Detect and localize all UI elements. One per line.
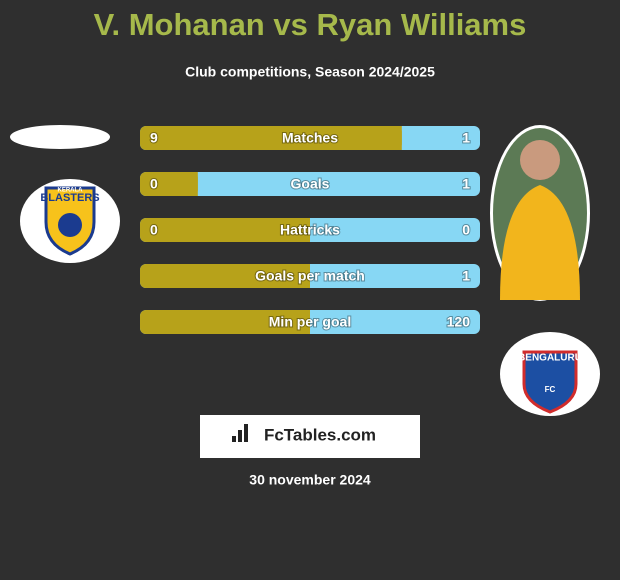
crest-text: BLASTERS [40,192,99,204]
stat-label: Goals per match [255,268,365,284]
stat-label: Matches [282,130,338,146]
date: 30 november 2024 [249,472,371,488]
bar-left-fill [146,172,198,196]
right-value: 1 [462,268,470,284]
bar-left-fill [146,310,310,334]
right-value: 0 [462,222,470,238]
crest-icon [58,213,82,237]
left-value: 9 [150,130,158,146]
crest-text: KERALA [58,188,84,194]
brand-icon [232,424,248,442]
bar-left-fill [146,264,310,288]
placeholder [10,125,110,149]
bar-left-fill [146,126,402,150]
stat-label: Goals [291,176,330,192]
crest-text: BENGALURU [518,353,582,364]
stat-label: Min per goal [269,314,351,330]
bar-left-fill [146,218,310,242]
brand-box [200,415,420,458]
shirt [500,185,580,300]
left-value: 0 [150,176,158,192]
face [520,140,560,180]
left-value: 0 [150,222,158,238]
title: V. Mohanan vs Ryan Williams [94,7,527,42]
stat-label: Hattricks [280,222,340,238]
bar-right [140,172,480,196]
subtitle: Club competitions, Season 2024/2025 [185,64,435,80]
brand: FcTables.com [264,425,376,444]
stat-rows: Matches 9 1 Goals 0 1 Hattricks 0 0 Goals per mat… [140,126,480,334]
crest-text: FC [545,385,556,394]
right-value: 120 [447,314,471,330]
right-value: 1 [462,176,470,192]
right-value: 1 [462,130,470,146]
crest [522,350,578,414]
